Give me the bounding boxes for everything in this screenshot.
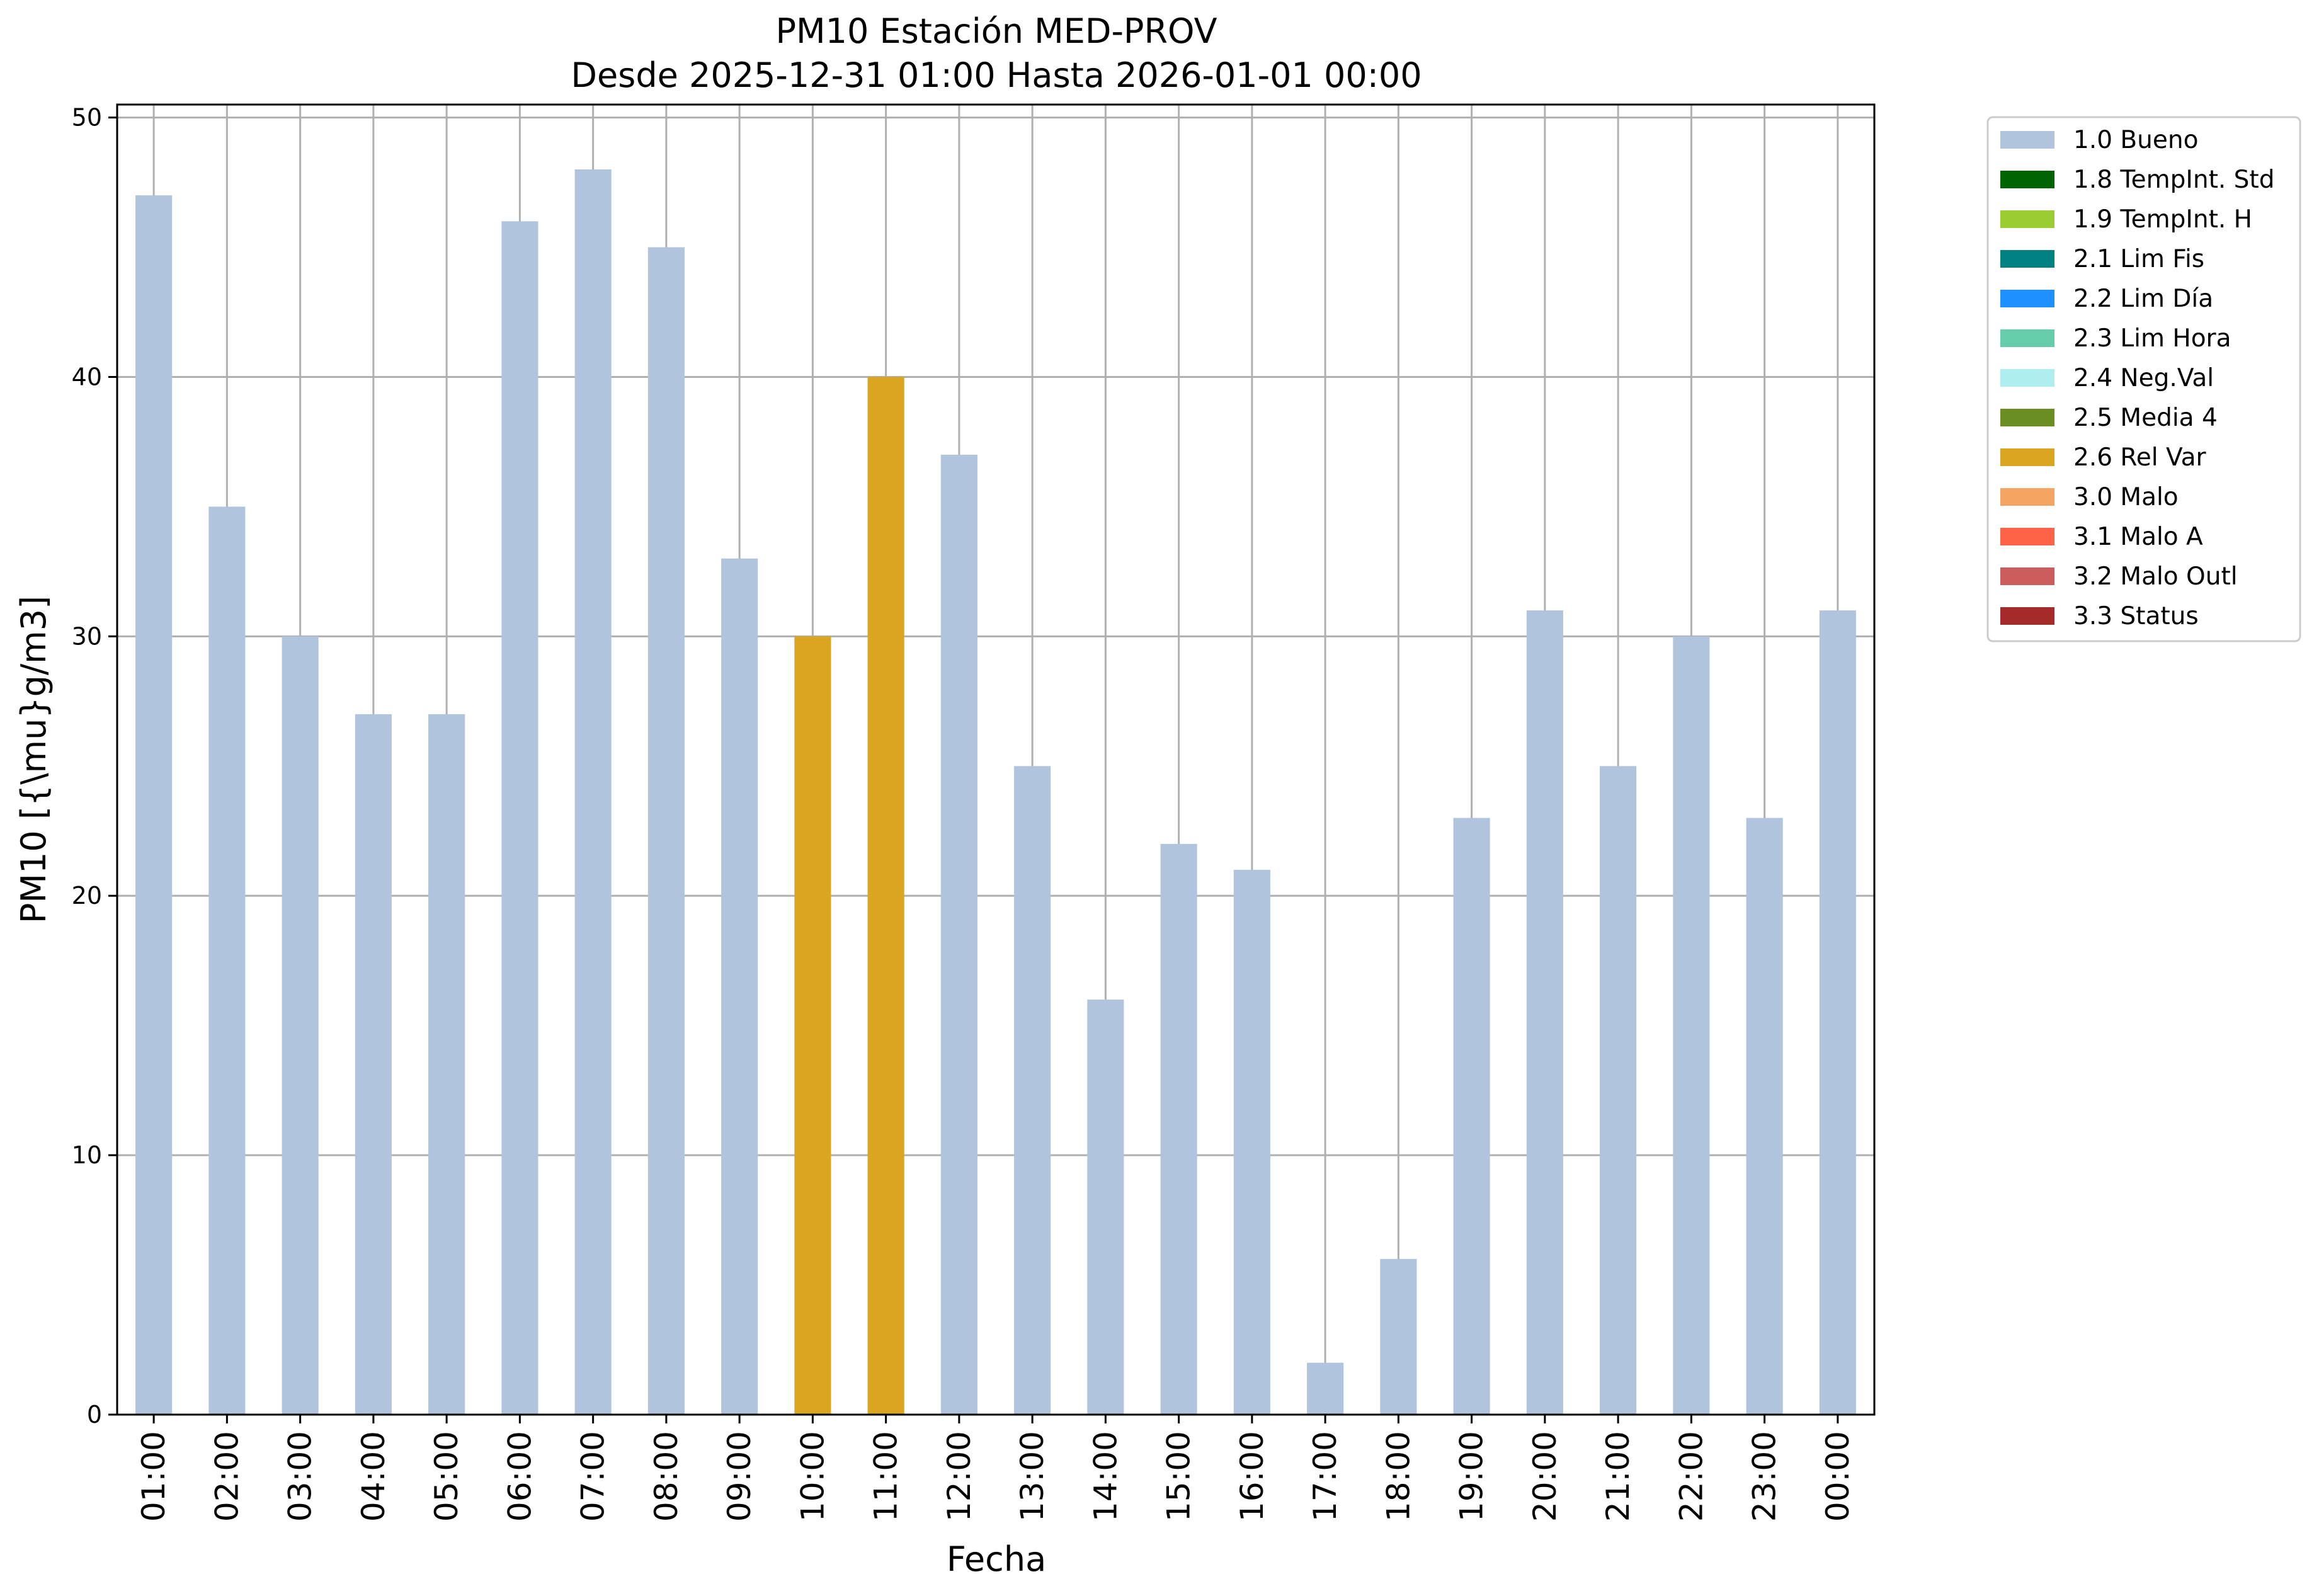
legend-entry-label: 2.5 Media 4 <box>2073 404 2218 432</box>
x-tick-label: 14:00 <box>1087 1431 1124 1522</box>
bar-05:00 <box>428 714 465 1415</box>
legend-frame <box>1986 116 2301 642</box>
legend-entry-label: 2.6 Rel Var <box>2073 443 2207 472</box>
bar-19:00 <box>1453 818 1490 1415</box>
legend-swatch <box>2000 567 2054 585</box>
x-tick-label: 20:00 <box>1527 1431 1563 1522</box>
bar-01:00 <box>135 195 173 1415</box>
bar-18:00 <box>1380 1258 1417 1415</box>
x-tick-label: 06:00 <box>501 1431 538 1522</box>
y-tick-label: 0 <box>87 1401 102 1428</box>
legend-entry-label: 2.4 Neg.Val <box>2073 364 2214 392</box>
y-axis-ticks: 0 10 20 30 40 50 <box>72 104 117 1428</box>
legend-swatch <box>2000 171 2054 188</box>
x-tick-label: 01:00 <box>135 1431 172 1522</box>
y-tick-label: 30 <box>72 622 102 650</box>
legend-entry-label: 2.2 Lim Día <box>2073 285 2213 313</box>
x-tick-label: 04:00 <box>355 1431 392 1522</box>
legend-swatch <box>2000 488 2054 506</box>
y-tick-label: 20 <box>72 882 102 909</box>
x-tick-label: 11:00 <box>868 1431 904 1522</box>
bar-20:00 <box>1526 610 1563 1415</box>
bar-08:00 <box>647 247 685 1415</box>
bar-03:00 <box>282 636 319 1415</box>
bar-12:00 <box>940 455 977 1415</box>
x-tick-label: 13:00 <box>1014 1431 1051 1522</box>
legend-swatch <box>2000 329 2054 347</box>
x-tick-label: 09:00 <box>721 1431 758 1522</box>
chart-title: PM10 Estación MED-PROV <box>775 11 1217 51</box>
bar-02:00 <box>208 506 246 1415</box>
bar-22:00 <box>1673 636 1710 1415</box>
legend-entry-label: 3.0 Malo <box>2073 483 2179 511</box>
bar-07:00 <box>574 169 612 1415</box>
bar-11:00 <box>867 377 904 1415</box>
x-axis-label: Fecha <box>947 1539 1046 1579</box>
legend-entry-label: 3.3 Status <box>2073 602 2199 630</box>
bar-00:00 <box>1819 610 1856 1415</box>
chart-subtitle: Desde 2025-12-31 01:00 Hasta 2026-01-01 … <box>571 55 1422 95</box>
legend-swatch <box>2000 369 2054 387</box>
bar-09:00 <box>721 558 758 1415</box>
x-tick-label: 08:00 <box>648 1431 685 1522</box>
x-tick-label: 22:00 <box>1673 1431 1709 1522</box>
x-tick-label: 12:00 <box>941 1431 977 1522</box>
bar-06:00 <box>501 221 538 1415</box>
legend-entry-label: 1.8 TempInt. Std <box>2073 166 2274 194</box>
x-tick-label: 16:00 <box>1234 1431 1270 1522</box>
bar-04:00 <box>355 714 392 1415</box>
bar-14:00 <box>1087 999 1124 1415</box>
bar-16:00 <box>1233 870 1270 1415</box>
legend-entry-label: 1.0 Bueno <box>2073 126 2198 154</box>
x-tick-label: 17:00 <box>1307 1431 1343 1522</box>
x-tick-label: 19:00 <box>1454 1431 1490 1522</box>
bar-17:00 <box>1307 1362 1344 1415</box>
legend-swatch <box>2000 250 2054 268</box>
legend-entry-label: 3.1 Malo A <box>2073 523 2203 551</box>
x-tick-label: 03:00 <box>282 1431 319 1522</box>
legend-swatch <box>2000 607 2054 625</box>
x-tick-label: 05:00 <box>428 1431 465 1522</box>
bar-10:00 <box>794 636 831 1415</box>
x-tick-label: 18:00 <box>1380 1431 1416 1522</box>
bar-23:00 <box>1746 818 1783 1415</box>
legend-entry-label: 3.2 Malo Outl <box>2073 562 2238 591</box>
y-tick-label: 10 <box>72 1141 102 1169</box>
y-tick-label: 40 <box>72 363 102 390</box>
legend-swatch <box>2000 409 2054 426</box>
legend-swatch <box>2000 131 2054 149</box>
bar-13:00 <box>1014 766 1051 1415</box>
legend-entry-label: 1.9 TempInt. H <box>2073 205 2252 234</box>
x-tick-label: 00:00 <box>1820 1431 1856 1522</box>
x-tick-label: 10:00 <box>794 1431 831 1522</box>
legend-swatch <box>2000 448 2054 466</box>
x-tick-label: 21:00 <box>1600 1431 1636 1522</box>
bar-15:00 <box>1160 843 1197 1415</box>
y-tick-label: 50 <box>72 104 102 132</box>
legend-entry-label: 2.3 Lim Hora <box>2073 324 2231 353</box>
x-axis-ticks: 01:00 02:00 03:00 04:00 05:00 06:00 07:00 08:00… <box>135 1415 1856 1522</box>
bar-21:00 <box>1600 766 1637 1415</box>
x-tick-label: 23:00 <box>1746 1431 1783 1522</box>
x-tick-label: 07:00 <box>575 1431 612 1522</box>
legend-swatch <box>2000 290 2054 307</box>
x-tick-label: 02:00 <box>208 1431 245 1522</box>
legend-entry-label: 2.1 Lim Fis <box>2073 245 2204 273</box>
y-axis-label: PM10 [{\mu}g/m3] <box>14 596 54 923</box>
plot-area-frame <box>116 103 1876 1416</box>
legend: 1.0 Bueno 1.8 TempInt. Std 1.9 TempInt. H 2… <box>1986 116 2301 642</box>
legend-swatch <box>2000 528 2054 545</box>
bars <box>135 169 1856 1415</box>
x-tick-label: 15:00 <box>1161 1431 1197 1522</box>
legend-swatch <box>2000 210 2054 228</box>
